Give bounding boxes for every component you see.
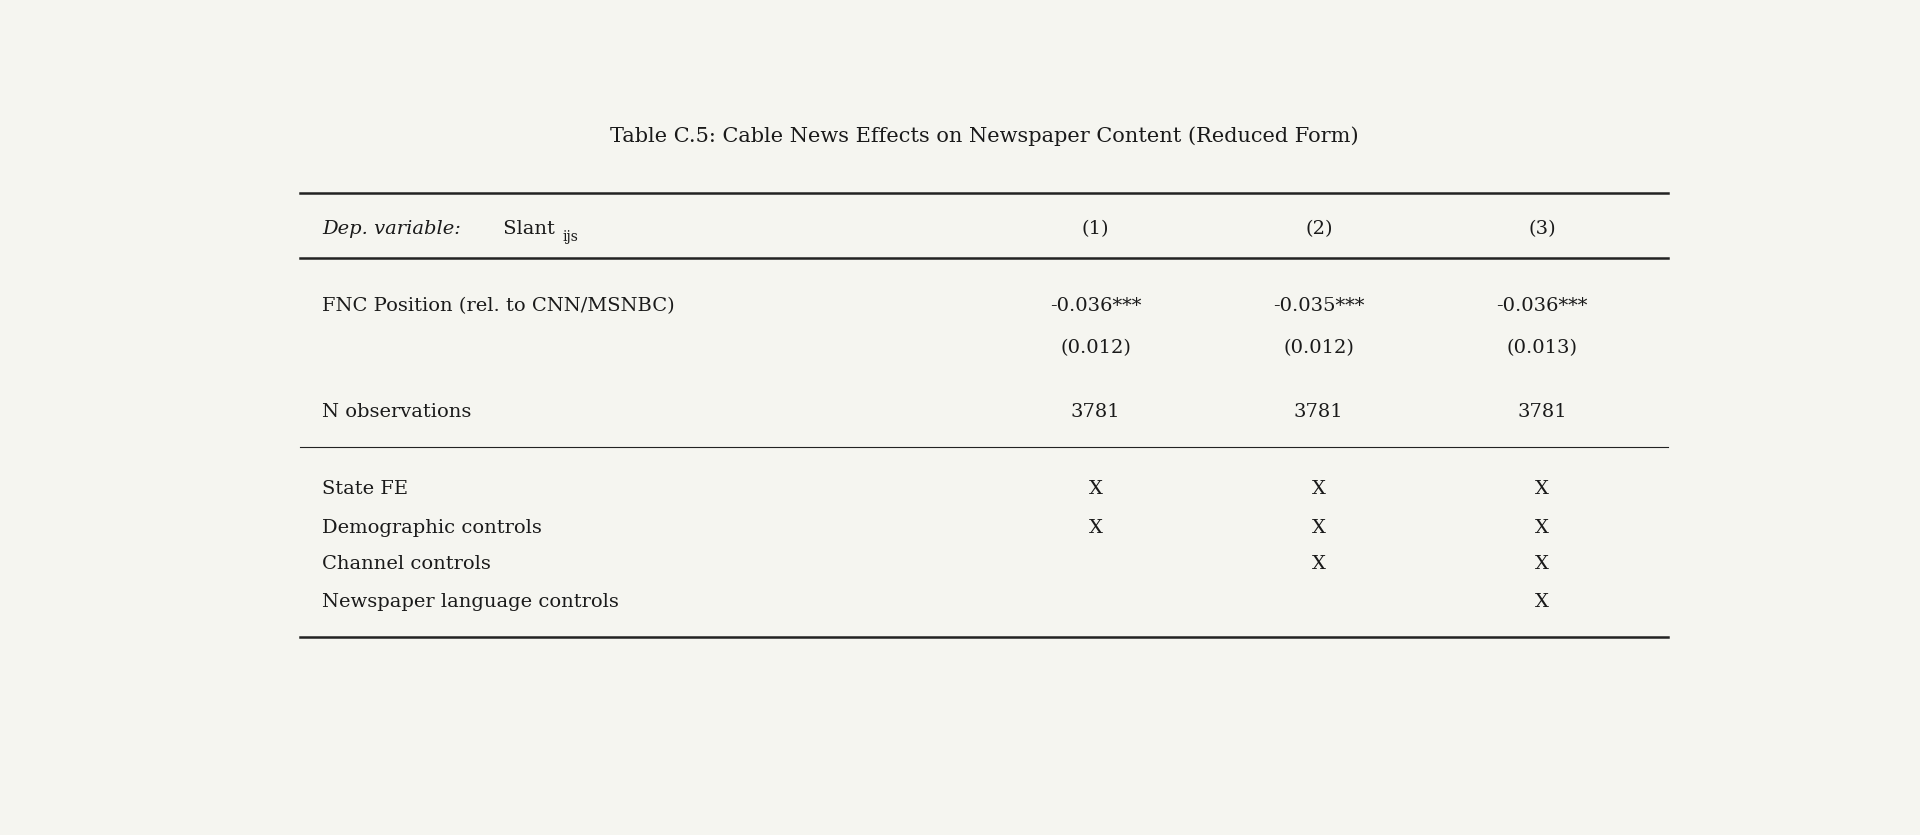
Text: X: X xyxy=(1536,555,1549,574)
Text: X: X xyxy=(1311,555,1325,574)
Text: X: X xyxy=(1089,519,1102,537)
Text: X: X xyxy=(1536,480,1549,498)
Text: Channel controls: Channel controls xyxy=(323,555,492,574)
Text: (0.012): (0.012) xyxy=(1060,339,1131,357)
Text: X: X xyxy=(1536,519,1549,537)
Text: FNC Position (rel. to CNN/MSNBC): FNC Position (rel. to CNN/MSNBC) xyxy=(323,297,674,315)
Text: (1): (1) xyxy=(1081,220,1110,238)
Text: Table C.5: Cable News Effects on Newspaper Content (Reduced Form): Table C.5: Cable News Effects on Newspap… xyxy=(611,126,1357,145)
Text: Dep. variable:: Dep. variable: xyxy=(323,220,461,238)
Text: Demographic controls: Demographic controls xyxy=(323,519,541,537)
Text: -0.035***: -0.035*** xyxy=(1273,297,1365,315)
Text: Newspaper language controls: Newspaper language controls xyxy=(323,593,618,610)
Text: State FE: State FE xyxy=(323,480,407,498)
Text: Slant: Slant xyxy=(497,220,555,238)
Text: 3781: 3781 xyxy=(1517,403,1567,421)
Text: -0.036***: -0.036*** xyxy=(1496,297,1588,315)
Text: X: X xyxy=(1089,480,1102,498)
Text: (3): (3) xyxy=(1528,220,1555,238)
Text: 3781: 3781 xyxy=(1071,403,1121,421)
Text: (0.013): (0.013) xyxy=(1507,339,1578,357)
Text: X: X xyxy=(1311,480,1325,498)
Text: (0.012): (0.012) xyxy=(1283,339,1354,357)
Text: X: X xyxy=(1311,519,1325,537)
Text: (2): (2) xyxy=(1306,220,1332,238)
Text: N observations: N observations xyxy=(323,403,470,421)
Text: 3781: 3781 xyxy=(1294,403,1344,421)
Text: ijs: ijs xyxy=(563,230,578,244)
Text: X: X xyxy=(1536,593,1549,610)
Text: -0.036***: -0.036*** xyxy=(1050,297,1140,315)
